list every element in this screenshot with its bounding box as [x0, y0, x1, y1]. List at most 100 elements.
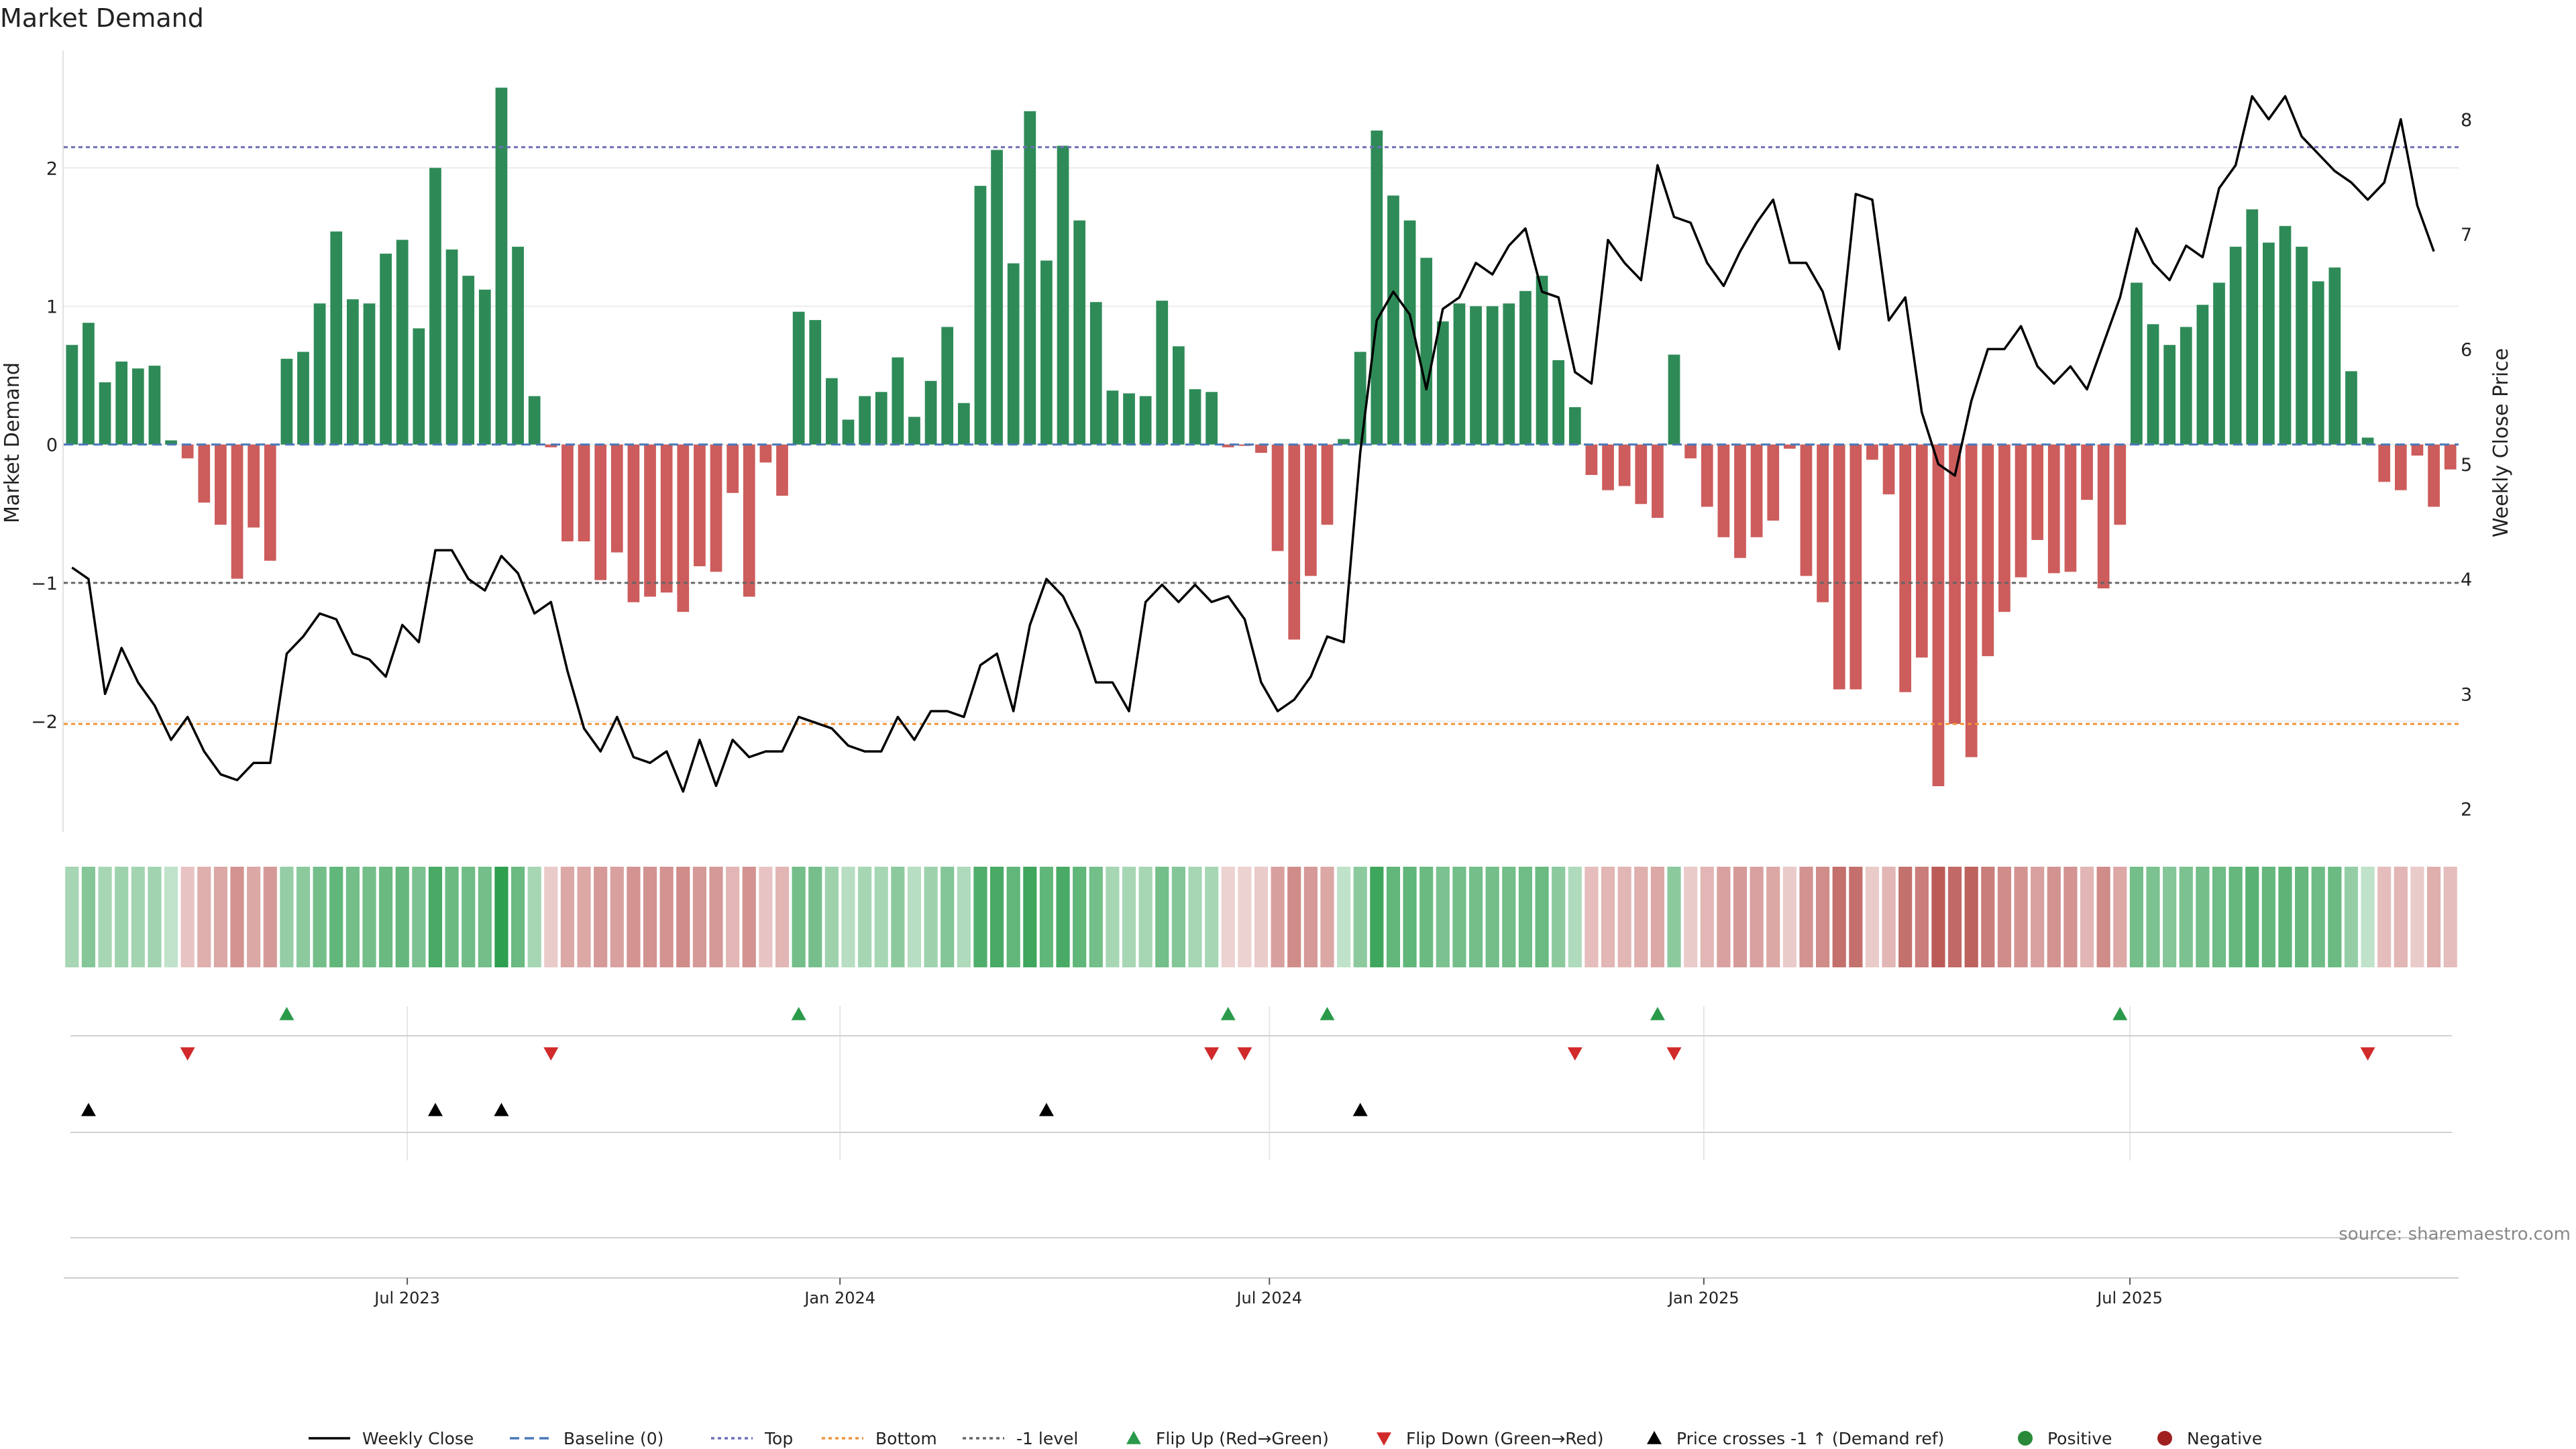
- heat-cell: [858, 867, 872, 967]
- demand-bar: [743, 444, 755, 597]
- demand-bar: [1800, 444, 1813, 576]
- heat-cell: [395, 867, 409, 967]
- heat-cell: [1287, 867, 1301, 967]
- heat-cell: [1552, 867, 1566, 967]
- heat-cell: [1271, 867, 1285, 967]
- heat-cell: [759, 867, 773, 967]
- heat-cell: [1997, 867, 2012, 967]
- y2-tick-label: 4: [2461, 570, 2472, 590]
- heat-cell: [577, 867, 591, 967]
- heat-cell: [841, 867, 855, 967]
- heat-cell: [1320, 867, 1334, 967]
- demand-bar: [677, 444, 690, 612]
- demand-bar: [2015, 444, 2027, 578]
- heat-cell: [775, 867, 790, 967]
- demand-bar: [2262, 242, 2275, 445]
- demand-bar: [396, 239, 409, 445]
- demand-bar: [727, 444, 739, 493]
- heat-cell: [1403, 867, 1417, 967]
- demand-bar: [842, 419, 855, 445]
- demand-bar: [2246, 209, 2259, 445]
- demand-bar: [1387, 195, 1399, 445]
- heat-cell: [643, 867, 657, 967]
- demand-bar: [83, 323, 95, 445]
- demand-panel: [64, 87, 2459, 793]
- demand-bar: [2378, 444, 2391, 482]
- heat-cell: [379, 867, 393, 967]
- heat-cell: [1386, 867, 1401, 967]
- demand-bar: [2312, 281, 2324, 445]
- demand-bar: [776, 444, 788, 496]
- demand-bar: [1602, 444, 1614, 490]
- demand-bar: [1420, 258, 1433, 445]
- demand-bar: [1222, 444, 1234, 447]
- heat-cell: [594, 867, 608, 967]
- heat-cell: [1766, 867, 1780, 967]
- heat-cell: [2361, 867, 2375, 967]
- heat-cell: [527, 867, 541, 967]
- demand-bar: [594, 444, 607, 580]
- heat-cell: [1782, 867, 1796, 967]
- legend-entry: Price crosses -1 ↑ (Demand ref): [1647, 1429, 1944, 1448]
- flip-up-marker: [279, 1007, 294, 1020]
- demand-bar: [2180, 327, 2192, 445]
- demand-bar: [131, 368, 144, 445]
- demand-bar: [413, 328, 425, 445]
- demand-bar: [363, 303, 376, 445]
- heat-cell: [1617, 867, 1631, 967]
- demand-bar: [1040, 260, 1053, 445]
- heat-cell: [1254, 867, 1269, 967]
- heat-cell: [1171, 867, 1185, 967]
- demand-bar: [1338, 439, 1350, 445]
- heat-cell: [1238, 867, 1252, 967]
- heat-cell: [1073, 867, 1087, 967]
- legend-label: Flip Up (Red→Green): [1156, 1429, 1329, 1448]
- demand-bar: [2147, 324, 2159, 445]
- heat-cell: [494, 867, 508, 967]
- heat-cell: [1799, 867, 1813, 967]
- demand-bar: [1156, 301, 1169, 445]
- heat-cell: [1502, 867, 1516, 967]
- demand-bar: [528, 396, 541, 445]
- heat-cell: [973, 867, 987, 967]
- x-tick-label: Jul 2025: [2096, 1289, 2163, 1307]
- demand-bar: [792, 311, 805, 445]
- heat-cell: [1023, 867, 1037, 967]
- demand-bar: [1750, 444, 1763, 537]
- price-cross-marker: [1038, 1103, 1054, 1116]
- demand-bar: [264, 444, 276, 561]
- demand-bar: [859, 396, 871, 445]
- demand-bar: [694, 444, 706, 567]
- heat-cell: [1898, 867, 1913, 967]
- flip-up-marker: [2112, 1007, 2128, 1020]
- heat-cell: [560, 867, 575, 967]
- demand-bar: [297, 352, 309, 445]
- flip-up-marker: [791, 1007, 806, 1020]
- heat-cell: [1485, 867, 1499, 967]
- heat-cell: [659, 867, 674, 967]
- demand-bar: [759, 444, 772, 463]
- legend-label: Baseline (0): [564, 1429, 663, 1448]
- heat-cell: [180, 867, 195, 967]
- heat-cell: [230, 867, 244, 967]
- demand-bar: [1882, 444, 1895, 494]
- heat-cell: [627, 867, 641, 967]
- demand-bar: [2031, 444, 2044, 540]
- demand-bar: [1486, 306, 1499, 445]
- heat-cell: [1419, 867, 1434, 967]
- demand-bar: [1354, 352, 1366, 445]
- heat-cell: [2047, 867, 2061, 967]
- heat-cell: [2113, 867, 2127, 967]
- heat-cell: [296, 867, 311, 967]
- heat-cell: [2080, 867, 2094, 967]
- demand-bar: [1635, 444, 1648, 504]
- demand-bar: [825, 378, 838, 445]
- demand-bar: [2345, 371, 2357, 445]
- flip-down-marker: [1567, 1047, 1582, 1061]
- heat-cell: [941, 867, 955, 967]
- heat-cell: [362, 867, 376, 967]
- demand-bar: [495, 87, 508, 445]
- demand-bar: [248, 444, 260, 528]
- heat-cell: [2377, 867, 2392, 967]
- heat-cell: [2063, 867, 2078, 967]
